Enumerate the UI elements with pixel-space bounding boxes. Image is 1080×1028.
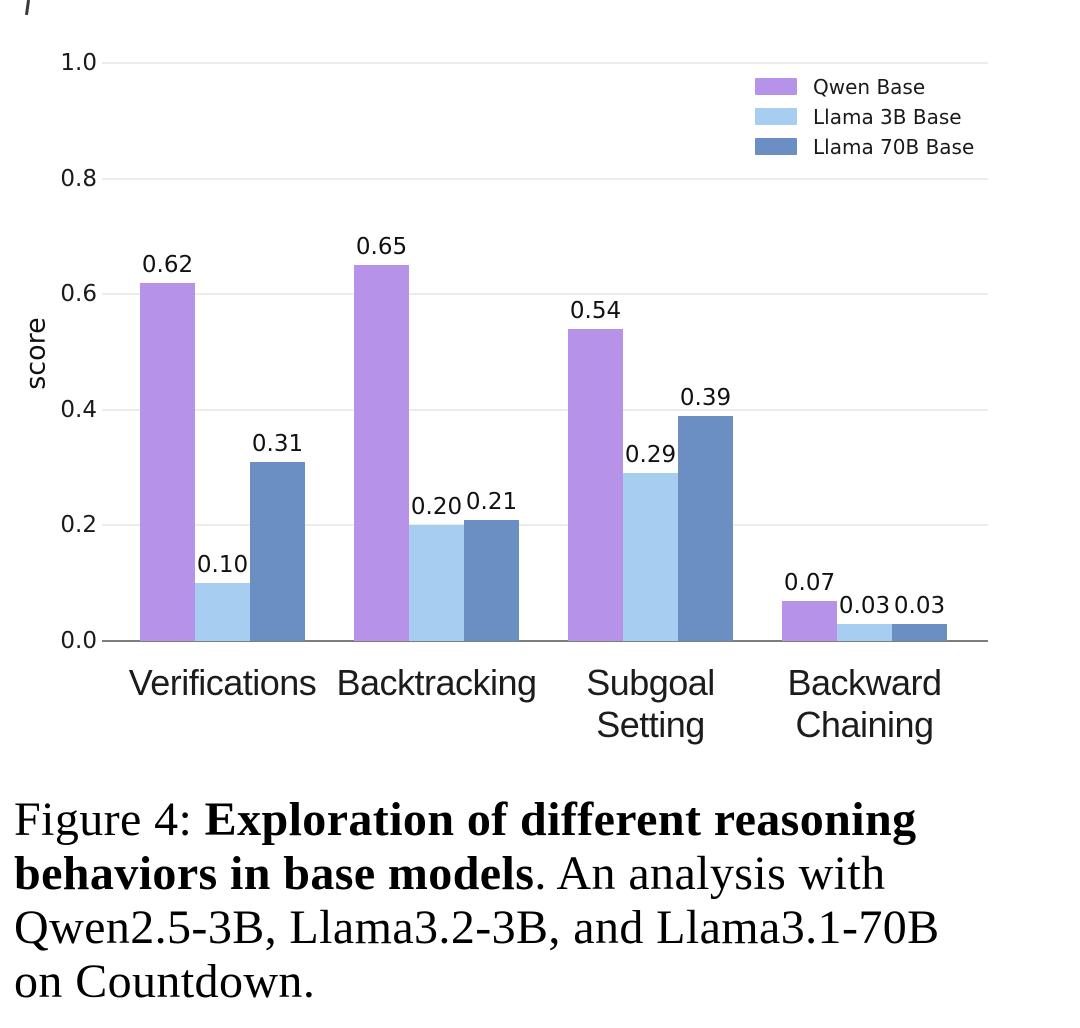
legend-swatch-3 <box>755 138 797 155</box>
bar <box>892 624 947 641</box>
y-tick-label: 0.6 <box>60 281 97 308</box>
caption-text: on Countdown. <box>14 955 316 1008</box>
caption-line: on Countdown. <box>14 955 1019 1009</box>
x-tick-label-line: Chaining <box>795 704 934 745</box>
bar <box>250 462 305 641</box>
bar <box>409 525 464 641</box>
legend-label: Llama 70B Base <box>813 135 975 159</box>
y-tick-label: 0.2 <box>60 512 97 539</box>
caption-text: Qwen2.5-3B, Llama3.2-3B, and Llama3.1-70… <box>14 901 940 954</box>
bar-value-label: 0.29 <box>624 442 677 468</box>
gridline <box>102 293 988 296</box>
caption-line: behaviors in base models. An analysis wi… <box>14 847 1019 901</box>
bar-value-label: 0.39 <box>679 385 732 411</box>
bar-value-label: 0.20 <box>410 494 463 520</box>
gridline <box>102 524 988 527</box>
bar-value-label: 0.62 <box>141 252 194 278</box>
x-tick-label-line: Backward <box>787 662 942 703</box>
bar <box>140 283 195 641</box>
legend-label: Qwen Base <box>813 75 926 99</box>
bar <box>623 473 678 641</box>
legend-swatch-2 <box>755 108 797 125</box>
gridline <box>102 62 988 64</box>
bar-value-label: 0.10 <box>196 552 249 578</box>
x-tick-label: Backtracking <box>307 662 567 704</box>
x-tick-label: Subgoal Setting <box>521 662 781 746</box>
bar <box>195 583 250 641</box>
caption-bold-text: behaviors in base models <box>14 847 535 900</box>
caption-text: Figure 4: <box>14 793 205 846</box>
bar-value-label: 0.54 <box>569 298 622 324</box>
x-tick-label-line: Verifications <box>128 662 317 703</box>
legend-swatch-1 <box>755 78 797 95</box>
y-tick-label: 0.0 <box>60 628 97 654</box>
bar-value-label: 0.21 <box>465 489 518 515</box>
bar-chart: score 0.0 0.2 0.4 0.6 0.8 1.0 0.62 0.65 0.54 0.07… <box>21 50 995 746</box>
x-tick-label-line: Backtracking <box>336 662 537 703</box>
bar <box>464 520 519 641</box>
caption-bold-text: Exploration of different reasoning <box>204 793 917 846</box>
bar <box>837 624 892 641</box>
bar-value-label: 0.03 <box>893 593 946 619</box>
figure-caption: Figure 4: Exploration of different reaso… <box>14 793 1019 1009</box>
x-tick-label-line: Setting <box>596 704 705 745</box>
bar-value-label: 0.65 <box>355 234 408 260</box>
x-tick-label: Verifications <box>93 662 353 704</box>
caption-line: Figure 4: Exploration of different reaso… <box>14 793 1019 847</box>
bar <box>678 416 733 641</box>
x-axis-line <box>102 640 988 642</box>
y-tick-label: 1.0 <box>60 50 97 76</box>
x-tick-label: Backward Chaining <box>735 662 995 746</box>
caption-text: . An analysis with <box>534 847 886 900</box>
caption-line: Qwen2.5-3B, Llama3.2-3B, and Llama3.1-70… <box>14 901 1019 955</box>
bar <box>354 265 409 641</box>
y-tick-label: 0.4 <box>60 396 97 423</box>
gridline <box>102 408 988 411</box>
y-tick-label: 0.8 <box>60 165 97 192</box>
bar <box>568 329 623 641</box>
legend-label: Llama 3B Base <box>813 105 962 129</box>
bar-value-label: 0.03 <box>838 593 891 619</box>
x-tick-label-line: Subgoal <box>586 662 715 703</box>
bar-value-label: 0.07 <box>783 570 836 596</box>
gridline <box>102 177 988 180</box>
bar-value-label: 0.31 <box>251 431 304 457</box>
bar <box>782 601 837 641</box>
